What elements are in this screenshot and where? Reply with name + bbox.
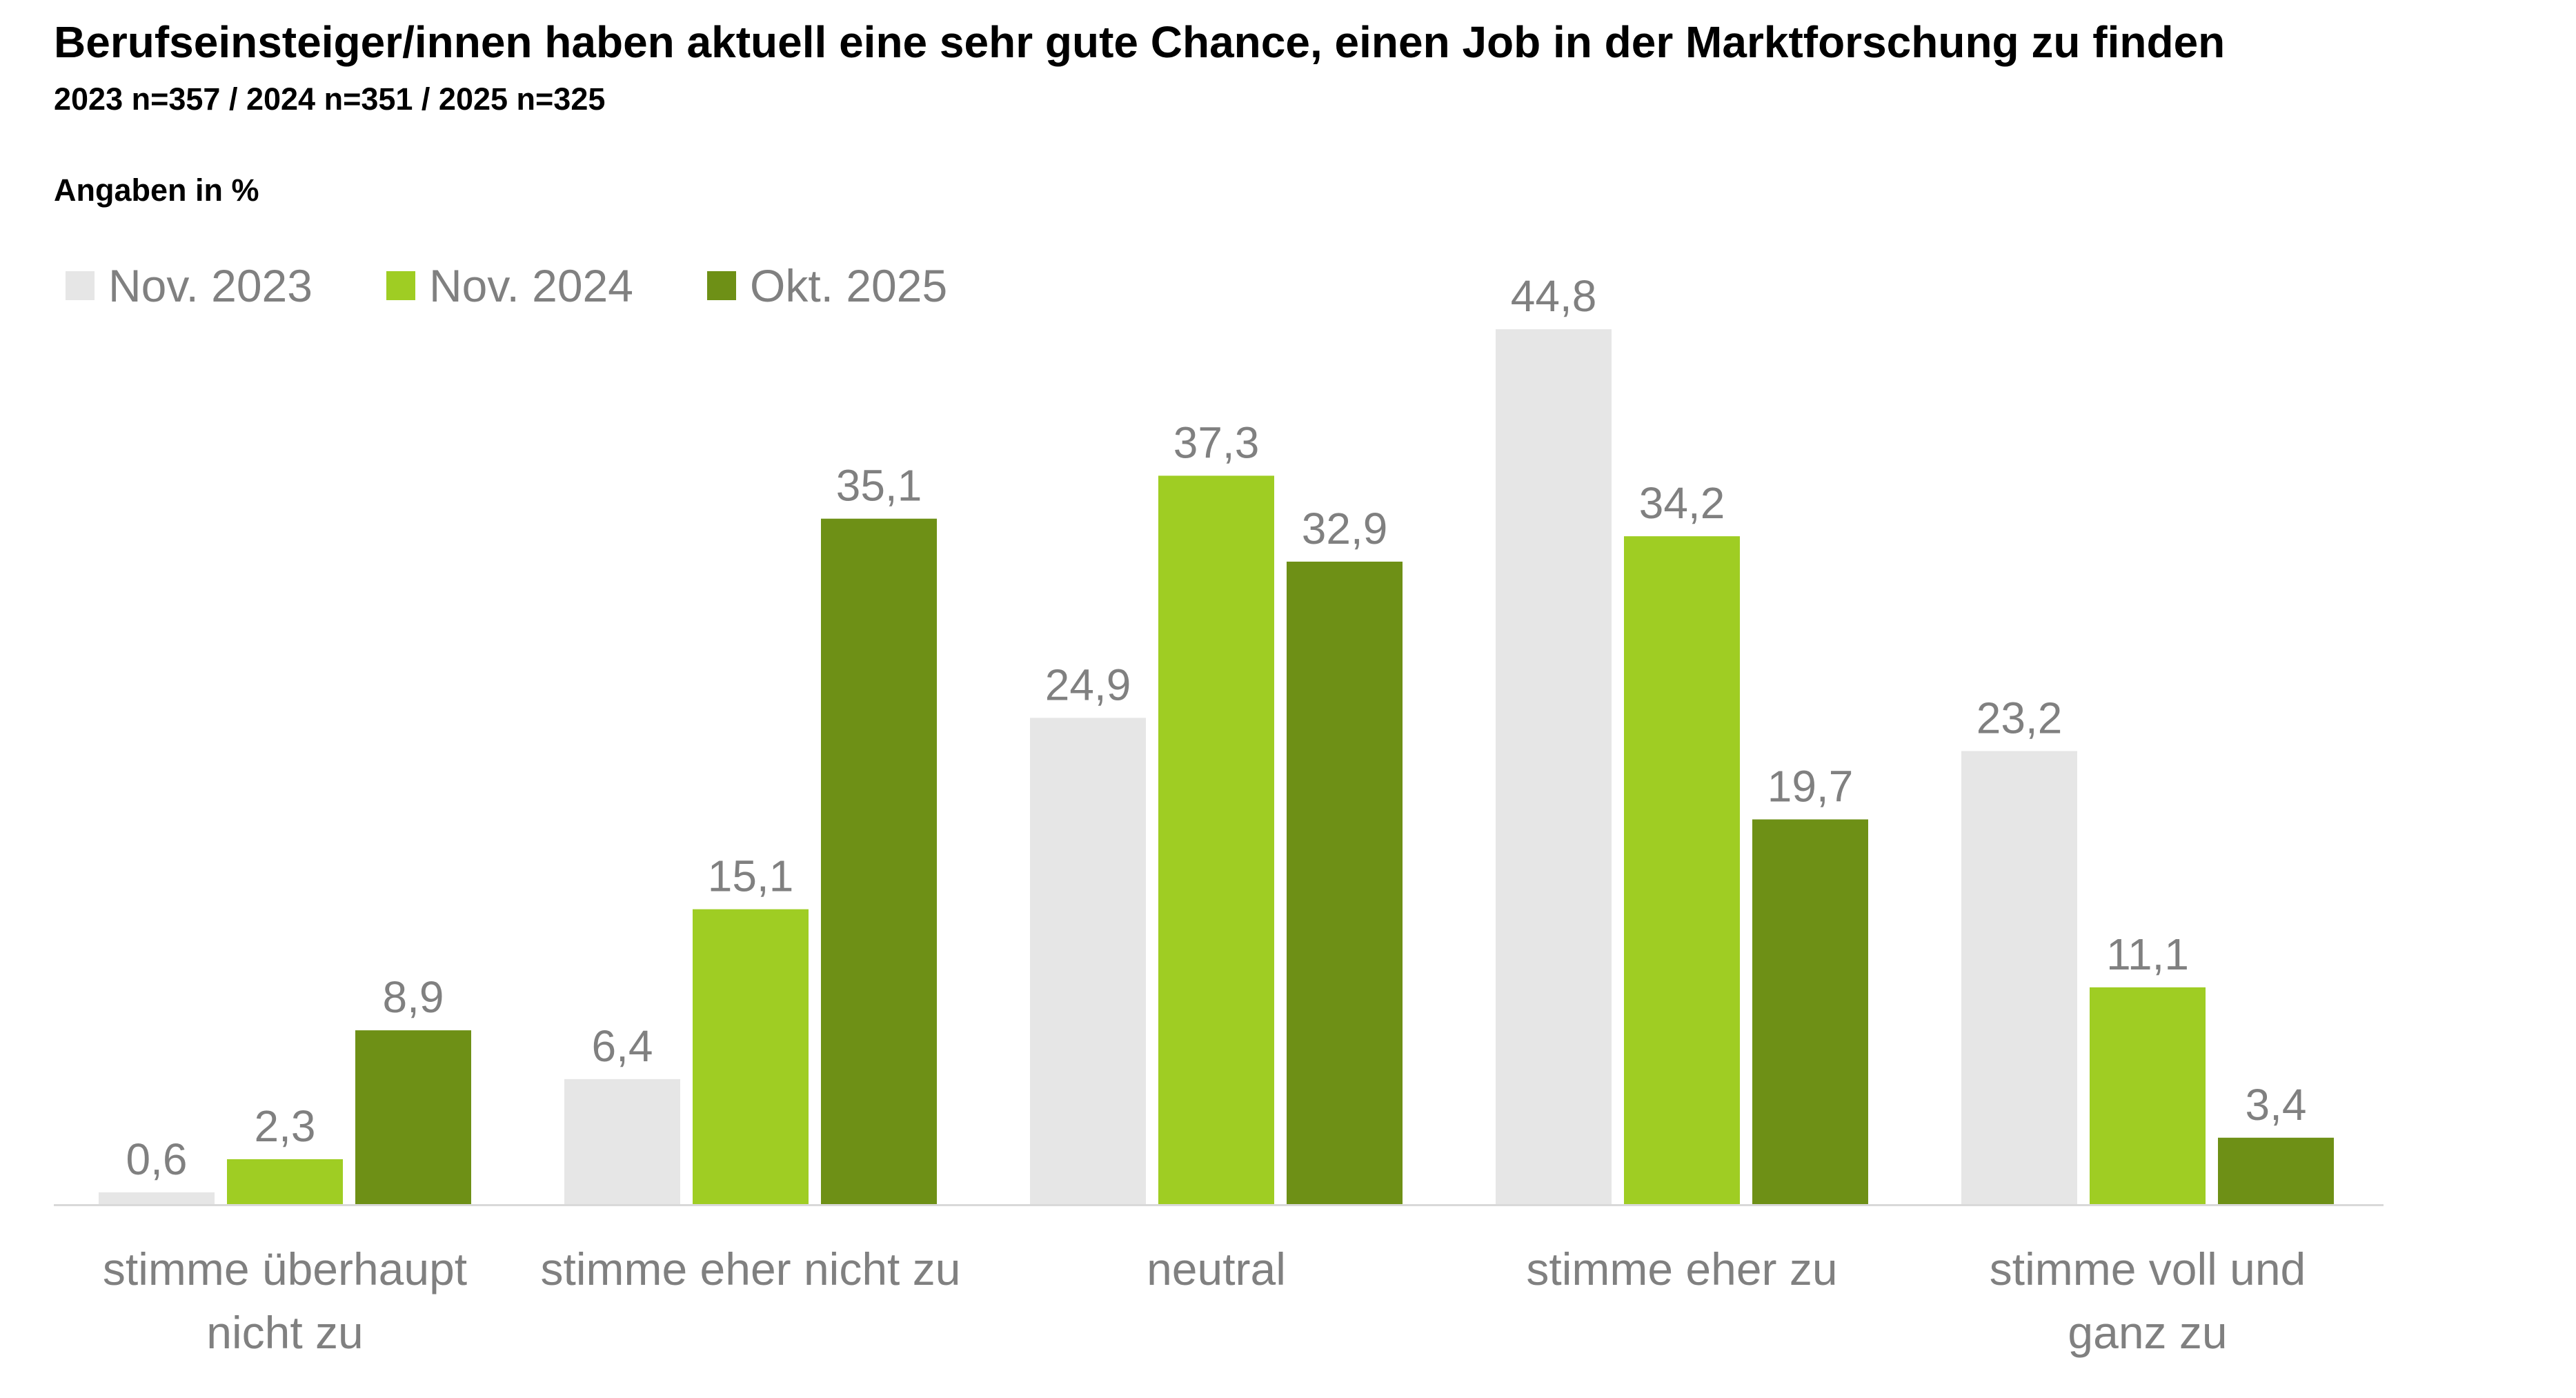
bar-3-3 xyxy=(1287,561,1403,1204)
value-label-1-1: 0,6 xyxy=(126,1134,188,1184)
bar-1-3 xyxy=(1030,718,1146,1204)
chart-subtitle: 2023 n=357 / 2024 n=351 / 2025 n=325 xyxy=(54,81,606,117)
bar-3-2 xyxy=(821,518,937,1204)
category-label-2: stimme eher nicht zu xyxy=(541,1243,961,1294)
bar-2-3 xyxy=(1158,475,1274,1205)
legend-label-2: Nov. 2024 xyxy=(429,260,633,311)
bar-1-4 xyxy=(1496,329,1612,1204)
legend-swatch-3 xyxy=(707,271,736,300)
bar-1-2 xyxy=(564,1079,680,1204)
bar-1-1 xyxy=(99,1192,215,1204)
value-label-2-2: 15,1 xyxy=(708,851,794,901)
bar-2-4 xyxy=(1624,536,1740,1204)
value-label-3-2: 35,1 xyxy=(836,461,922,511)
legend-swatch-1 xyxy=(66,271,95,300)
value-label-1-5: 23,2 xyxy=(1976,693,2063,742)
legend-label-3: Okt. 2025 xyxy=(750,260,947,311)
category-label-5-line-1: stimme voll und xyxy=(1990,1243,2306,1294)
bar-3-4 xyxy=(1752,819,1868,1204)
bar-2-2 xyxy=(693,909,809,1204)
value-label-2-5: 11,1 xyxy=(2106,929,2189,979)
bar-1-5 xyxy=(1961,751,2077,1204)
unit-label: Angaben in % xyxy=(54,173,259,208)
category-label-3: neutral xyxy=(1147,1243,1286,1294)
value-label-1-4: 44,8 xyxy=(1511,271,1597,321)
legend-swatch-2 xyxy=(386,271,415,300)
bar-2-5 xyxy=(2090,987,2206,1204)
category-label-1-line-2: nicht zu xyxy=(206,1307,363,1358)
bar-2-1 xyxy=(227,1159,343,1204)
value-label-2-1: 2,3 xyxy=(255,1101,316,1151)
value-label-2-3: 37,3 xyxy=(1173,417,1260,467)
value-label-3-4: 19,7 xyxy=(1767,761,1854,811)
bar-3-1 xyxy=(355,1030,471,1204)
value-label-3-3: 32,9 xyxy=(1302,504,1388,553)
value-label-1-3: 24,9 xyxy=(1045,660,1131,709)
category-label-5-line-2: ganz zu xyxy=(2068,1307,2227,1358)
category-label-1-line-1: stimme überhaupt xyxy=(103,1243,467,1294)
legend-label-1: Nov. 2023 xyxy=(108,260,313,311)
category-label-4: stimme eher zu xyxy=(1526,1243,1837,1294)
chart-title: Berufseinsteiger/innen haben aktuell ein… xyxy=(54,17,2226,67)
bar-3-5 xyxy=(2218,1137,2334,1204)
value-label-2-4: 34,2 xyxy=(1639,478,1725,528)
value-label-1-2: 6,4 xyxy=(592,1021,653,1071)
value-label-3-5: 3,4 xyxy=(2246,1080,2307,1130)
value-label-3-1: 8,9 xyxy=(383,972,444,1022)
